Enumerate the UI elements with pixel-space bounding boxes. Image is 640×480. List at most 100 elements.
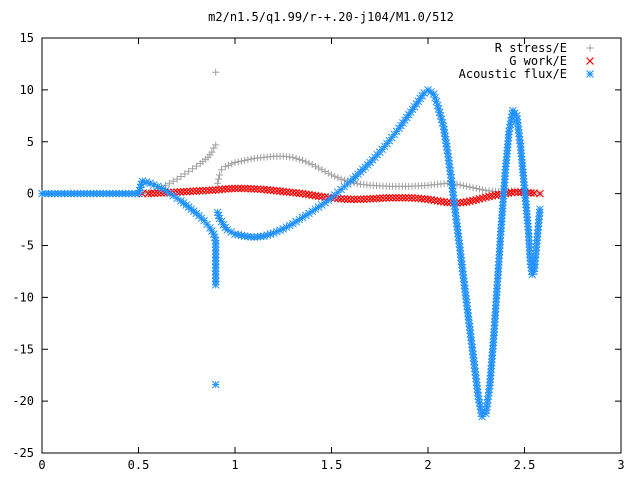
data-point [181, 170, 189, 178]
data-point [208, 186, 217, 195]
data-point [288, 188, 297, 197]
data-point [353, 180, 361, 188]
marker-stroke [414, 194, 423, 203]
data-point [366, 194, 375, 203]
data-point [308, 191, 317, 200]
data-point [189, 165, 197, 173]
marker-stroke [385, 193, 394, 202]
marker-stroke [475, 399, 484, 407]
data-point [272, 186, 281, 195]
data-point [250, 185, 259, 193]
marker-stroke [366, 194, 375, 203]
marker-stroke [586, 57, 594, 65]
marker-stroke [207, 227, 216, 235]
marker-stroke [430, 196, 439, 205]
marker-stroke [282, 187, 291, 196]
marker-stroke [340, 195, 349, 203]
marker-stroke [398, 193, 407, 202]
data-point [475, 185, 483, 193]
data-point [382, 194, 391, 202]
data-point [456, 198, 465, 207]
data-point [256, 185, 265, 194]
marker-stroke [221, 185, 230, 193]
marker-stroke [195, 186, 204, 195]
marker-stroke [476, 402, 484, 411]
marker-stroke [439, 122, 448, 131]
marker-stroke [266, 186, 275, 195]
data-point [459, 182, 467, 190]
data-point [337, 175, 345, 183]
data-point [404, 193, 413, 202]
data-point [150, 189, 159, 198]
data-point [417, 194, 426, 203]
data-point [514, 188, 522, 197]
data-point [395, 193, 403, 202]
marker-stroke [217, 217, 226, 226]
data-point [185, 167, 193, 175]
marker-stroke [203, 220, 211, 229]
marker-stroke [234, 230, 243, 239]
marker-stroke [227, 184, 236, 193]
data-point [369, 194, 378, 203]
marker-stroke [375, 194, 384, 203]
marker-stroke [445, 163, 454, 172]
data-point [469, 184, 477, 192]
marker-stroke [420, 89, 428, 97]
data-point [212, 68, 220, 76]
data-point [440, 198, 449, 206]
x-tick-label: 0.5 [128, 458, 150, 472]
series-0 [138, 68, 544, 198]
marker-stroke [150, 189, 159, 198]
data-point [398, 193, 407, 202]
data-point [375, 194, 384, 203]
y-tick-label: 15 [20, 31, 34, 45]
data-point [443, 198, 452, 207]
x-tick-label: 0 [38, 458, 45, 472]
marker-stroke [153, 189, 162, 198]
data-point [266, 186, 275, 195]
marker-stroke [231, 230, 239, 238]
data-point [318, 166, 326, 174]
marker-stroke [250, 185, 259, 193]
data-point [292, 154, 300, 162]
marker-stroke [404, 193, 413, 202]
marker-stroke [157, 184, 166, 193]
data-point [214, 179, 222, 187]
data-point [463, 182, 471, 190]
marker-stroke [438, 118, 447, 127]
data-point [314, 192, 323, 201]
data-point [391, 193, 400, 202]
data-point [177, 173, 185, 181]
marker-stroke [369, 194, 378, 203]
marker-stroke [356, 195, 365, 204]
marker-stroke [169, 191, 178, 200]
data-point [317, 192, 326, 201]
marker-stroke [209, 230, 218, 238]
data-point [305, 190, 313, 199]
marker-stroke [401, 193, 410, 202]
chart-title: m2/n1.5/q1.99/r-+.20-j104/M1.0/512 [208, 10, 454, 24]
marker-stroke [346, 195, 355, 204]
data-point [212, 141, 220, 149]
data-point [224, 184, 233, 193]
marker-stroke [456, 198, 465, 207]
data-point [240, 184, 249, 193]
marker-stroke [514, 188, 522, 197]
marker-stroke [214, 185, 223, 194]
marker-stroke [231, 184, 239, 193]
data-point [430, 196, 439, 205]
marker-stroke [214, 211, 223, 220]
data-point [308, 161, 316, 169]
data-point [221, 185, 230, 193]
marker-stroke [445, 160, 454, 168]
marker-stroke [431, 93, 439, 102]
data-point [186, 187, 194, 196]
marker-stroke [218, 185, 227, 194]
data-point [234, 158, 242, 166]
data-point [215, 175, 223, 183]
marker-stroke [173, 194, 181, 203]
x-tick-label: 2.5 [514, 458, 536, 472]
marker-stroke [213, 208, 222, 217]
marker-stroke [192, 187, 201, 195]
data-point [301, 190, 310, 199]
